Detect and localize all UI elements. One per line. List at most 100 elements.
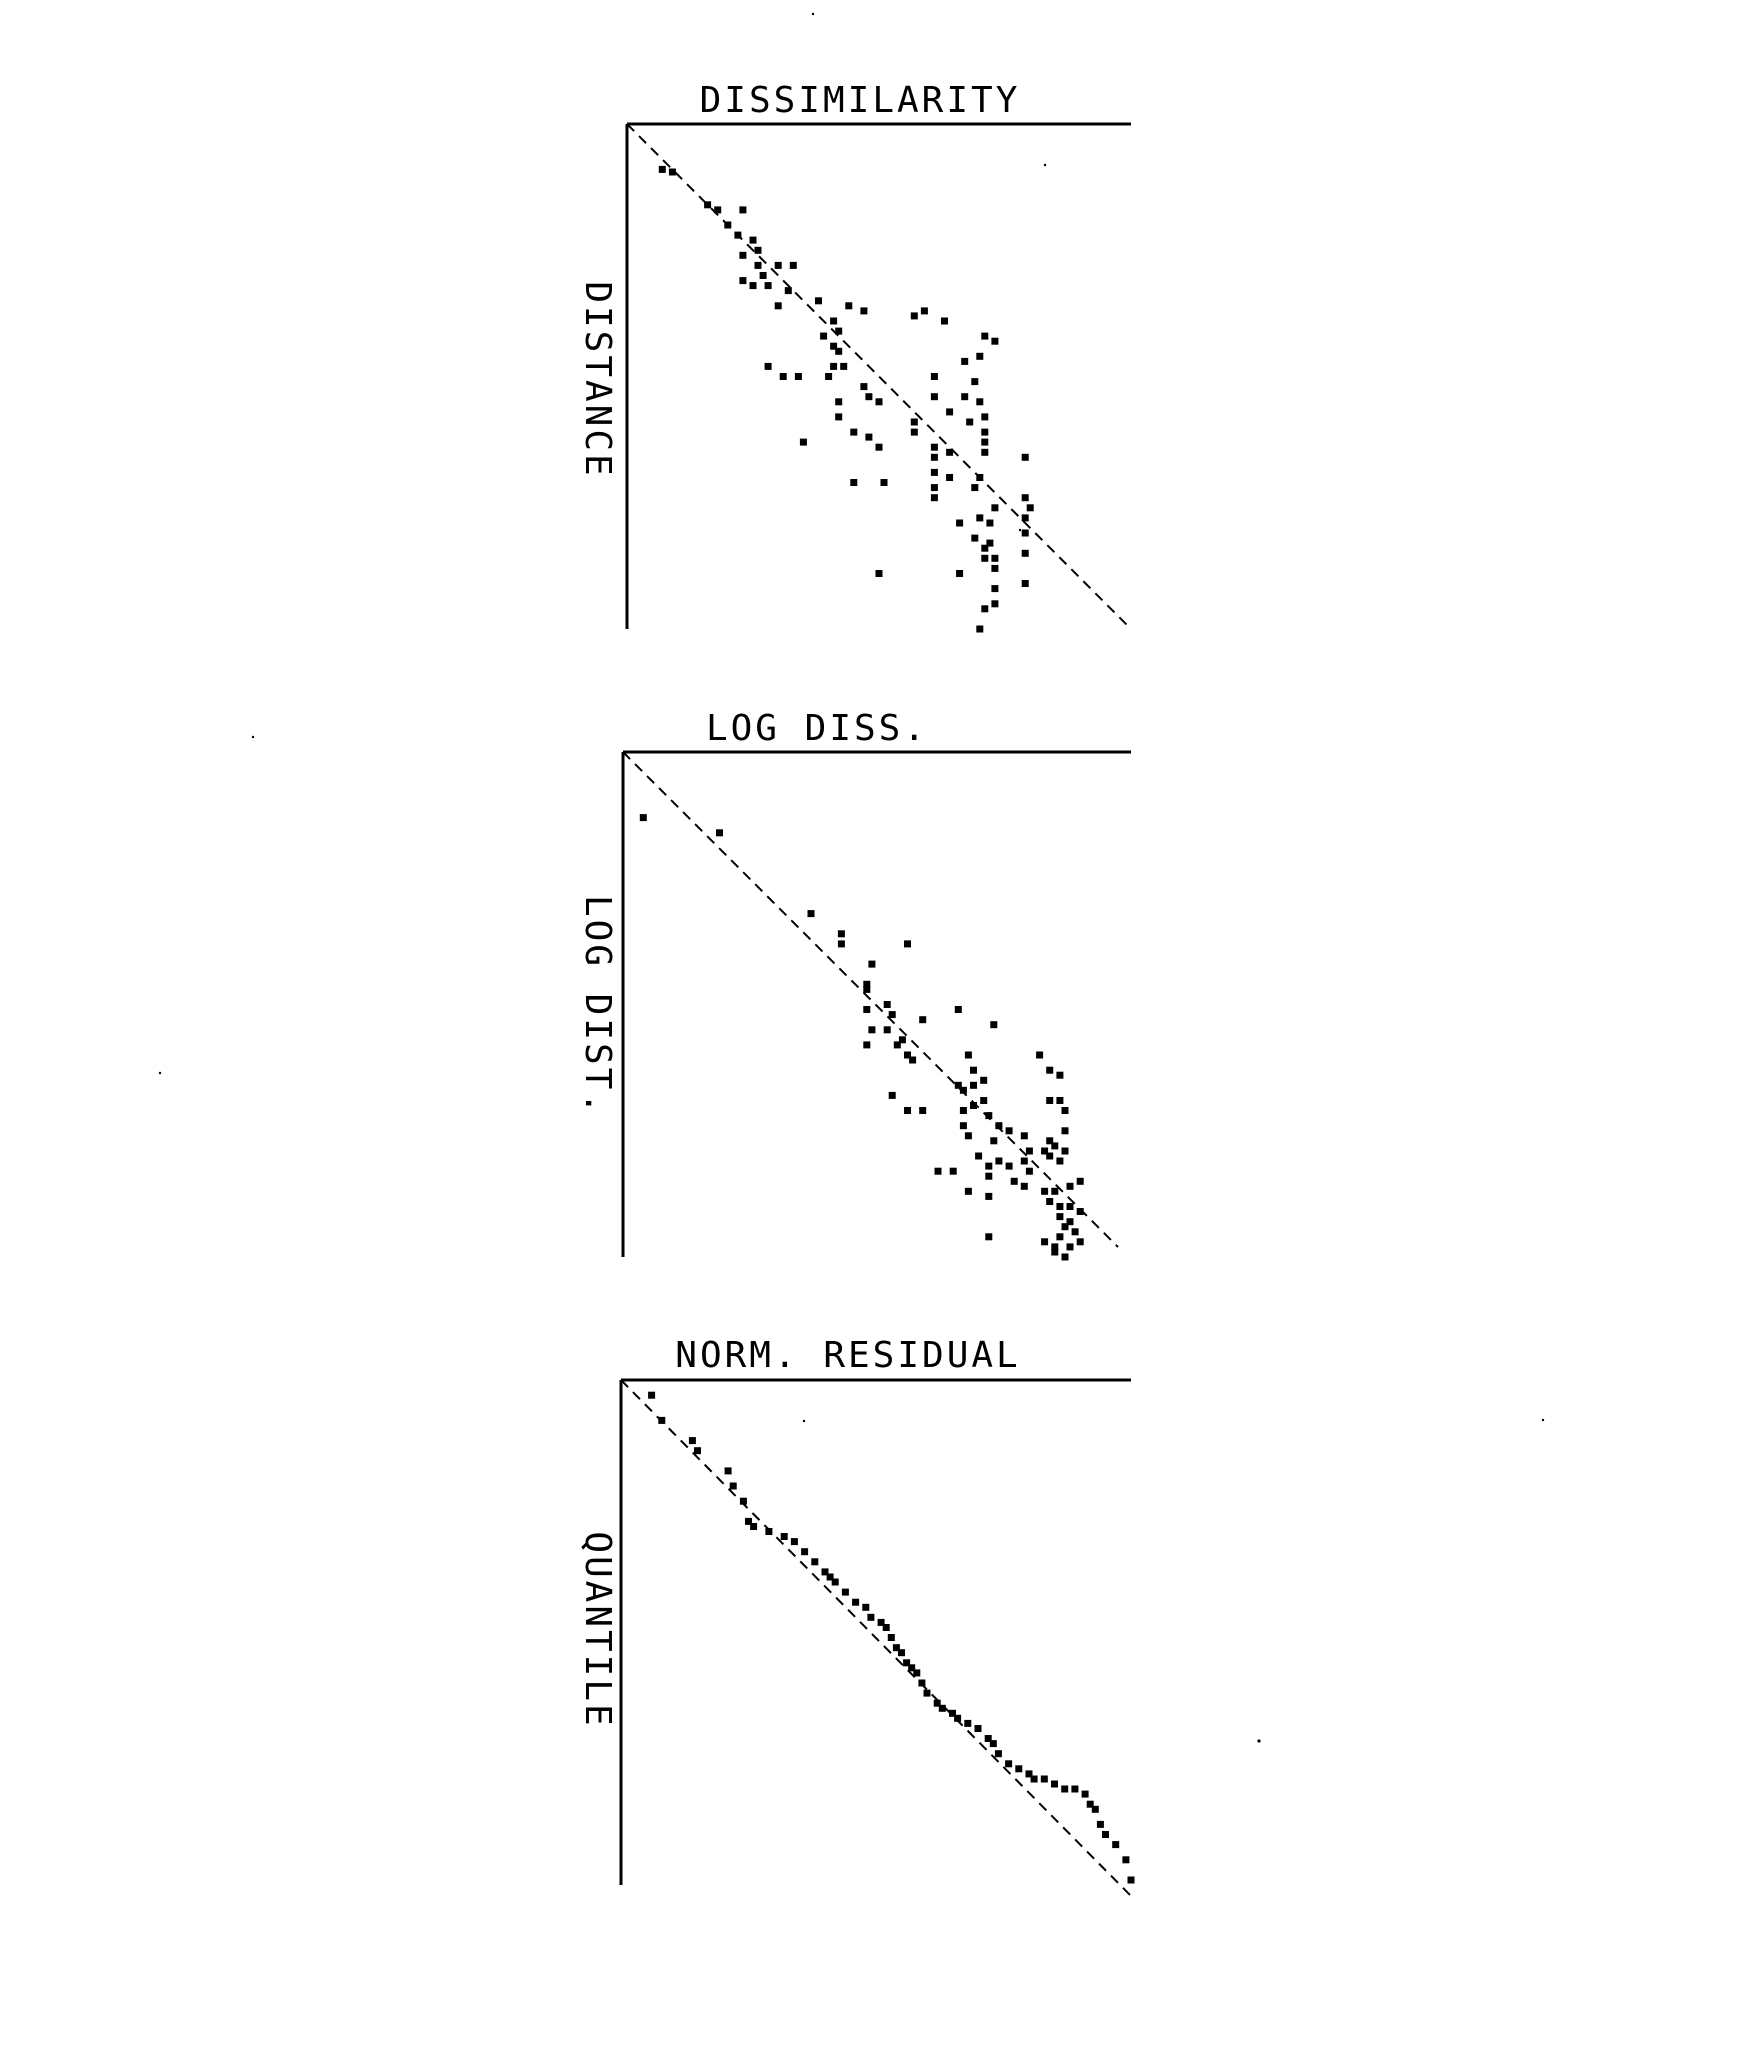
reference-line-2 bbox=[622, 751, 1119, 1248]
data-point bbox=[981, 448, 989, 456]
data-point bbox=[1041, 1187, 1049, 1195]
data-point bbox=[1030, 1775, 1038, 1783]
data-point bbox=[794, 373, 802, 380]
data-point bbox=[904, 1051, 911, 1059]
data-point bbox=[930, 393, 938, 401]
data-point bbox=[991, 554, 999, 562]
data-point bbox=[991, 585, 999, 593]
data-point bbox=[976, 398, 984, 406]
data-point bbox=[759, 272, 767, 279]
data-point bbox=[868, 960, 876, 968]
data-point bbox=[1046, 1137, 1054, 1145]
data-point bbox=[1061, 1107, 1069, 1114]
data-point bbox=[835, 413, 843, 421]
data-point bbox=[903, 1659, 911, 1667]
panel-log-diss: LOG DISS. LOG DIST. bbox=[577, 708, 1131, 1261]
data-point bbox=[1041, 1147, 1049, 1155]
data-point bbox=[985, 1162, 993, 1170]
data-point bbox=[1076, 1177, 1084, 1185]
data-point bbox=[893, 1041, 901, 1049]
data-point bbox=[750, 1523, 758, 1530]
data-point bbox=[1041, 1238, 1049, 1246]
data-point bbox=[910, 418, 918, 426]
data-point bbox=[956, 570, 964, 577]
data-point bbox=[1086, 1800, 1094, 1808]
data-point bbox=[784, 287, 792, 295]
data-point bbox=[949, 1709, 956, 1717]
data-point bbox=[1026, 504, 1034, 512]
data-point bbox=[1051, 1248, 1059, 1256]
data-point bbox=[970, 1081, 977, 1089]
data-point bbox=[668, 168, 676, 176]
panel-dissimilarity: DISSIMILARITY DISTANCE bbox=[577, 80, 1132, 633]
data-point bbox=[985, 1112, 993, 1120]
data-point bbox=[880, 479, 888, 486]
data-point bbox=[1021, 549, 1029, 557]
data-point bbox=[863, 980, 871, 988]
data-point bbox=[811, 1558, 819, 1566]
data-point bbox=[865, 433, 873, 441]
data-point bbox=[1020, 1132, 1028, 1140]
data-point bbox=[807, 910, 815, 918]
data-point bbox=[831, 1578, 839, 1586]
data-point bbox=[1096, 1820, 1104, 1828]
data-point bbox=[1056, 1097, 1064, 1104]
data-point bbox=[892, 1644, 900, 1652]
data-point bbox=[981, 605, 989, 613]
data-point bbox=[1071, 1228, 1079, 1236]
data-point bbox=[991, 600, 999, 608]
data-point bbox=[904, 1107, 911, 1114]
data-point bbox=[875, 398, 883, 406]
data-point bbox=[981, 413, 989, 421]
data-point bbox=[877, 1618, 885, 1626]
data-point bbox=[938, 1704, 946, 1712]
data-point bbox=[765, 1528, 773, 1535]
scan-speck bbox=[811, 12, 815, 16]
data-point bbox=[991, 564, 999, 572]
data-point bbox=[1056, 1071, 1064, 1079]
data-point bbox=[1102, 1831, 1109, 1838]
scan-speck bbox=[251, 735, 255, 739]
y-axis-label-3: QUANTILE bbox=[577, 1531, 618, 1728]
data-point bbox=[799, 438, 807, 446]
data-point bbox=[875, 443, 883, 451]
data-point bbox=[930, 484, 938, 492]
data-point bbox=[976, 474, 984, 481]
data-point bbox=[749, 282, 757, 290]
data-point bbox=[1051, 1780, 1058, 1788]
data-point bbox=[860, 307, 868, 315]
data-point bbox=[850, 479, 858, 486]
data-point bbox=[910, 428, 918, 436]
data-point bbox=[964, 1051, 972, 1059]
data-point bbox=[841, 1588, 849, 1596]
data-point bbox=[971, 484, 979, 492]
data-point bbox=[780, 1533, 788, 1540]
data-point bbox=[1061, 1223, 1069, 1231]
data-point bbox=[1021, 453, 1029, 461]
data-point bbox=[754, 246, 762, 254]
data-point bbox=[923, 1689, 931, 1697]
data-point bbox=[930, 373, 938, 380]
data-point bbox=[882, 1624, 890, 1631]
data-point bbox=[862, 1603, 870, 1611]
data-point bbox=[981, 544, 989, 552]
data-point bbox=[837, 930, 845, 938]
data-point bbox=[956, 519, 964, 527]
data-point bbox=[954, 1006, 962, 1013]
data-point bbox=[964, 1187, 972, 1195]
data-point bbox=[1122, 1856, 1130, 1864]
data-point bbox=[994, 1750, 1002, 1758]
data-point bbox=[835, 398, 843, 406]
data-point bbox=[959, 1122, 967, 1130]
data-point bbox=[754, 261, 762, 269]
data-point bbox=[801, 1548, 809, 1556]
data-point bbox=[970, 1066, 977, 1074]
data-point bbox=[980, 1097, 988, 1104]
data-point bbox=[639, 814, 647, 822]
scan-speck bbox=[1257, 1739, 1261, 1743]
data-point bbox=[658, 1416, 666, 1424]
data-point bbox=[852, 1598, 860, 1606]
data-point bbox=[835, 347, 843, 355]
data-point bbox=[976, 625, 984, 633]
y-axis-label-2: LOG DIST. bbox=[577, 895, 618, 1117]
